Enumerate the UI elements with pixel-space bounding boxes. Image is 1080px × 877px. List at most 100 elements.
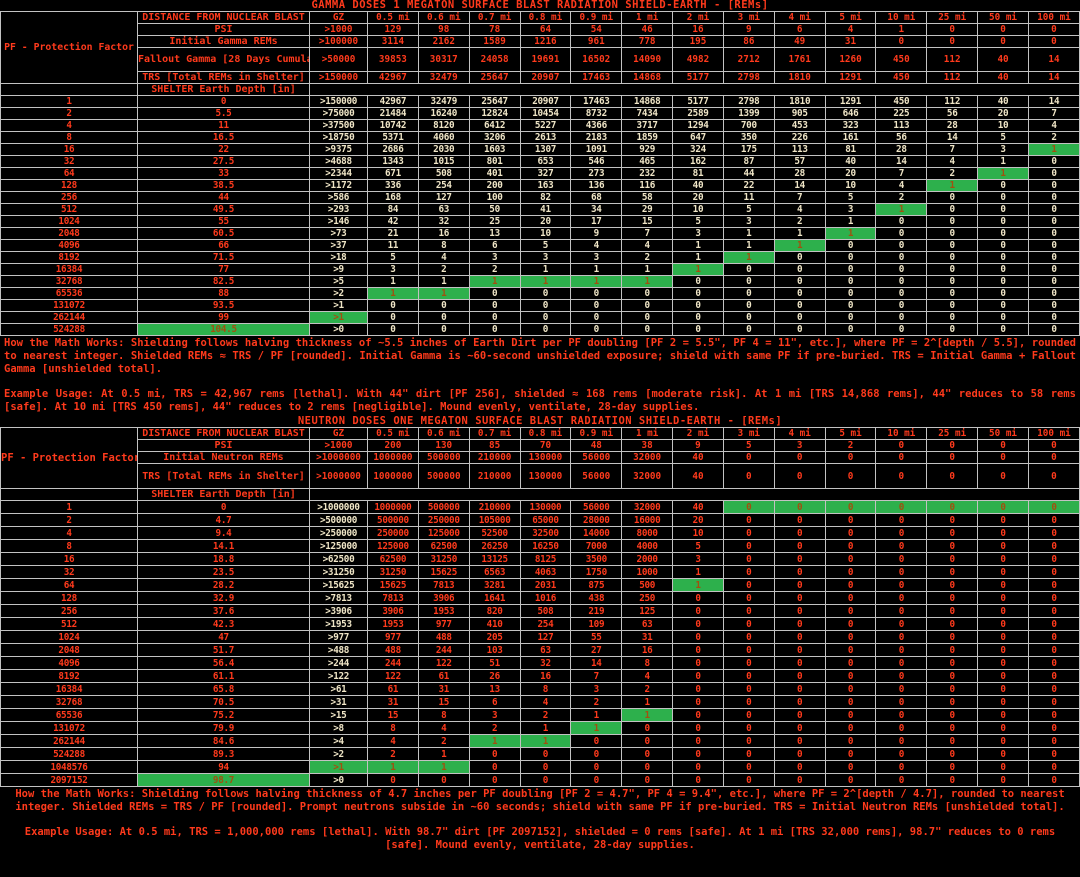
header-value-cell: 5177 bbox=[672, 71, 724, 84]
dose-cell: 0 bbox=[773, 773, 826, 787]
pf-value-cell: 8 bbox=[0, 539, 138, 553]
dose-cell: 1 bbox=[977, 155, 1029, 168]
dose-cell: 25647 bbox=[468, 95, 521, 108]
dose-cell: 125000 bbox=[417, 526, 470, 540]
table-row: 262144 84.6 >4 4 2 1 1 0 0 0 0 0 0 0 0 0 0 bbox=[0, 734, 1080, 748]
dose-cell: 8 bbox=[519, 682, 572, 696]
dose-cell: 0 bbox=[722, 695, 775, 709]
dose-cell: 0 bbox=[672, 747, 724, 761]
depth-value-cell: 0 bbox=[137, 500, 310, 514]
dose-cell: 0 bbox=[926, 275, 979, 288]
dose-cell: 0 bbox=[722, 708, 775, 722]
header-value-cell: 0 bbox=[773, 451, 826, 464]
dose-cell: 0 bbox=[773, 643, 826, 657]
dose-cell: 0 bbox=[519, 299, 572, 312]
dose-cell: 0 bbox=[824, 299, 877, 312]
dose-cell: 0 bbox=[672, 656, 724, 670]
pf-protection-factor-label: PF - Protection Factor bbox=[0, 11, 138, 84]
dose-cell: 31 bbox=[417, 682, 470, 696]
dose-cell: 0 bbox=[773, 630, 826, 644]
dose-cell: 5371 bbox=[367, 131, 419, 144]
dose-cell: >977 bbox=[309, 630, 368, 644]
dose-cell: 1294 bbox=[672, 119, 724, 132]
dose-cell: 0 bbox=[570, 760, 623, 774]
dose-cell: 0 bbox=[672, 617, 724, 631]
dose-cell: 68 bbox=[570, 191, 623, 204]
dose-cell: 905 bbox=[773, 107, 826, 120]
dose-cell: 2 bbox=[367, 747, 419, 761]
distance-header-cell: 50 mi bbox=[977, 11, 1029, 24]
header-value-cell: >100000 bbox=[309, 35, 368, 48]
dose-cell: 0 bbox=[824, 500, 877, 514]
dose-cell: 0 bbox=[875, 591, 928, 605]
dose-cell: 175 bbox=[722, 143, 775, 156]
pf-value-cell: 64 bbox=[0, 167, 138, 180]
dose-cell: 0 bbox=[875, 617, 928, 631]
dose-cell: 0 bbox=[875, 323, 928, 336]
dose-cell: 32479 bbox=[417, 95, 470, 108]
dose-cell: 1 bbox=[773, 227, 826, 240]
dose-cell: >2 bbox=[309, 747, 368, 761]
header-value-cell: 0 bbox=[722, 451, 775, 464]
distance-header-cell: 10 mi bbox=[875, 427, 928, 440]
dose-cell: 1 bbox=[672, 239, 724, 252]
dose-cell: 0 bbox=[1027, 203, 1080, 216]
header-value-cell: 25647 bbox=[468, 71, 521, 84]
depth-value-cell: 49.5 bbox=[137, 203, 310, 216]
dose-cell: >37 bbox=[309, 239, 368, 252]
pf-value-cell: 524288 bbox=[0, 323, 138, 336]
pf-value-cell: 1024 bbox=[0, 215, 138, 228]
dose-cell: 14868 bbox=[621, 95, 674, 108]
dose-cell: 0 bbox=[824, 287, 877, 300]
header-row: TRS [Total REMs in Shelter] >150000 42967 3… bbox=[1, 71, 1080, 84]
dose-cell: 5 bbox=[824, 191, 877, 204]
dose-cell: 0 bbox=[875, 682, 928, 696]
dose-cell: 1 bbox=[367, 275, 419, 288]
dose-cell: 3500 bbox=[570, 552, 623, 566]
header-value-cell: >1000 bbox=[309, 23, 368, 36]
dose-cell: 4 bbox=[621, 669, 674, 683]
depth-value-cell: 14.1 bbox=[137, 539, 310, 553]
dose-cell: >15 bbox=[309, 708, 368, 722]
shelter-depth-spacer bbox=[309, 83, 1080, 96]
header-row: PSI >1000 129 98 78 64 54 46 16 9 6 4 1 0 0 0 bbox=[1, 23, 1080, 36]
dose-cell: >9375 bbox=[309, 143, 368, 156]
dose-cell: 0 bbox=[1027, 323, 1080, 336]
dose-cell: 12824 bbox=[468, 107, 521, 120]
header-value-cell: 2 bbox=[824, 439, 877, 452]
depth-value-cell: 94 bbox=[137, 760, 310, 774]
pf-value-cell: 1048576 bbox=[0, 760, 138, 774]
dose-cell: 2030 bbox=[417, 143, 470, 156]
header-value-cell: 40 bbox=[672, 451, 724, 464]
dose-cell: 219 bbox=[570, 604, 623, 618]
dose-cell: >31 bbox=[309, 695, 368, 709]
header-value-cell: 0 bbox=[1027, 439, 1080, 452]
header-value-cell: 1589 bbox=[468, 35, 521, 48]
depth-value-cell: 32.9 bbox=[137, 591, 310, 605]
dose-cell: 0 bbox=[621, 773, 674, 787]
dose-cell: 0 bbox=[570, 311, 623, 324]
dose-cell: 16240 bbox=[417, 107, 470, 120]
dose-cell: 63 bbox=[519, 643, 572, 657]
header-value-cell: 130 bbox=[417, 439, 470, 452]
pf-value-cell: 256 bbox=[0, 604, 138, 618]
header-value-cell: 9 bbox=[722, 23, 775, 36]
dose-cell: 0 bbox=[773, 539, 826, 553]
dose-cell: 401 bbox=[468, 167, 521, 180]
dose-cell: 0 bbox=[417, 311, 470, 324]
dose-cell: 0 bbox=[875, 552, 928, 566]
header-value-cell: 54 bbox=[570, 23, 623, 36]
depth-value-cell: 61.1 bbox=[137, 669, 310, 683]
dose-cell: 0 bbox=[875, 578, 928, 592]
dose-cell: 0 bbox=[1027, 773, 1080, 787]
dose-cell: 0 bbox=[570, 323, 623, 336]
pf-value-cell: 32 bbox=[0, 565, 138, 579]
dose-cell: 801 bbox=[468, 155, 521, 168]
dose-cell: 0 bbox=[977, 591, 1029, 605]
dose-cell: 0 bbox=[570, 747, 623, 761]
dose-cell: 250 bbox=[621, 591, 674, 605]
header-value-cell: 39853 bbox=[367, 47, 419, 72]
dose-cell: 40 bbox=[672, 500, 724, 514]
dose-cell: 0 bbox=[824, 552, 877, 566]
